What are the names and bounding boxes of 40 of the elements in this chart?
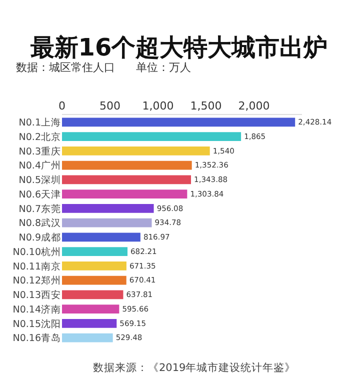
y-tick-label: N0.10杭州 [12,246,61,258]
x-tick-label: 1,000 [142,100,174,113]
bar [62,318,117,328]
bar [62,204,154,213]
y-tick-label: N0.15沈阳 [12,318,61,330]
y-tick-label: N0.7东莞 [18,202,61,215]
bar [62,132,242,142]
bar [62,304,120,314]
bar [62,333,113,342]
bar [62,118,296,127]
bar [62,261,126,270]
y-tick-label: N0.3重庆 [18,145,61,158]
x-tick-label: 0 [58,100,66,113]
chart-subtitle: 数据：城区常住人口 单位：万人 [16,61,191,74]
y-tick-label: N0.16青岛 [12,332,61,344]
y-tick-label: N0.14济南 [12,303,61,316]
bar [62,276,126,285]
source-note: 数据来源：《2019年城市建设统计年鉴》 [93,361,296,374]
bar [62,175,192,184]
y-tick-label: N0.4广州 [18,160,61,172]
y-tick-label: N0.11南京 [12,260,61,272]
y-tick-label: N0.12郑州 [12,274,61,287]
y-tick-label: N0.9成都 [18,232,61,244]
bar [62,232,140,242]
y-tick-label: N0.1上海 [18,116,61,129]
bar [62,190,188,199]
bar [62,146,210,156]
x-tick-label: 2,000 [238,100,270,113]
bar [62,160,192,170]
bar [62,247,128,256]
y-tick-label: N0.2北京 [18,130,61,143]
bar [62,218,152,228]
x-tick-label: 1,500 [190,100,222,113]
chart-title: 最新16个超大特大城市出炉 [29,34,328,62]
bar [62,290,124,300]
y-tick-label: N0.13西安 [12,289,61,302]
y-tick-label: N0.5深圳 [18,174,61,186]
y-tick-label: N0.6天津 [18,188,61,200]
x-tick-label: 500 [100,100,120,113]
y-tick-label: N0.8武汉 [18,217,61,230]
